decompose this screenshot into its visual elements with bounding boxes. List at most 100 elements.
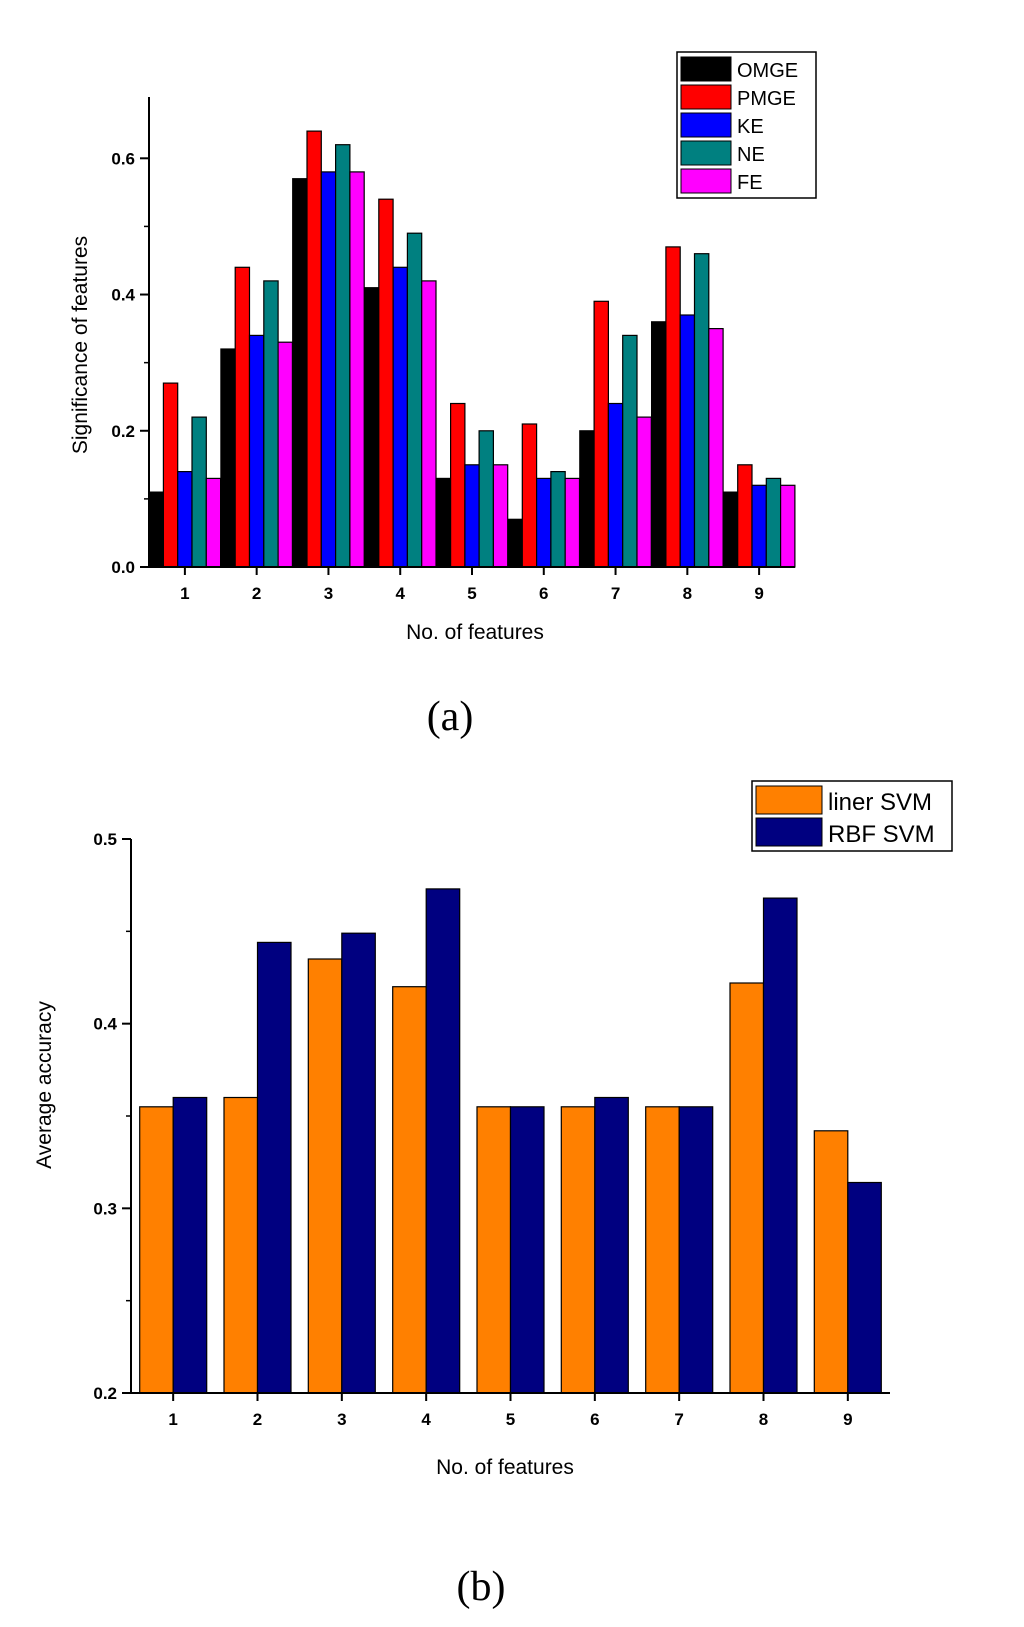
- bar-ne-4: [406, 232, 423, 568]
- bar-ne-1: [191, 416, 207, 568]
- bar-pmge-6: [521, 423, 538, 568]
- chart-b-axes: 0.2 0.3 0.4 0.5 1 2 3 4 5 6 7 8 9: [93, 830, 890, 1429]
- bar-fe-9: [779, 484, 796, 568]
- bar-fe-3: [349, 171, 365, 568]
- legend-label: RBF SVM: [828, 821, 935, 848]
- x-tick-label: 9: [754, 584, 763, 603]
- legend-swatch-ke: [680, 112, 732, 138]
- x-tick-label: 5: [467, 584, 476, 603]
- chart-b-y-axis-title: Average accuracy: [33, 1001, 56, 1169]
- bar-liner-svm-7: [645, 1106, 680, 1394]
- legend-label: KE: [737, 116, 764, 138]
- bar-ke-9: [751, 484, 767, 568]
- y-tick-label: 0.4: [93, 1015, 117, 1034]
- bar-ne-3: [335, 144, 351, 568]
- bar-ne-7: [622, 334, 638, 568]
- bar-ke-4: [392, 266, 409, 568]
- bar-rbf-svm-2: [256, 941, 292, 1394]
- x-tick-label: 7: [611, 584, 620, 603]
- x-tick-label: 2: [253, 1410, 262, 1429]
- bar-rbf-svm-4: [425, 888, 461, 1394]
- bar-fe-2: [277, 341, 294, 568]
- bar-rbf-svm-9: [847, 1181, 882, 1394]
- legend-label: PMGE: [737, 88, 796, 110]
- bar-pmge-3: [306, 130, 322, 568]
- bar-liner-svm-5: [476, 1106, 512, 1394]
- y-tick-label: 0.4: [111, 286, 135, 305]
- x-tick-label: 8: [759, 1410, 768, 1429]
- bar-ne-6: [550, 471, 566, 568]
- legend-swatch-fe: [680, 168, 732, 194]
- chart-a-bars: [148, 130, 796, 568]
- bar-ke-5: [464, 464, 480, 568]
- bar-ke-8: [679, 314, 696, 568]
- bar-ne-5: [478, 430, 495, 568]
- bar-liner-svm-6: [560, 1106, 596, 1394]
- x-tick-label: 7: [674, 1410, 683, 1429]
- bar-rbf-svm-6: [594, 1096, 629, 1394]
- bar-rbf-svm-5: [509, 1106, 545, 1394]
- chart-b-legend: liner SVM RBF SVM: [751, 780, 953, 852]
- chart-b-bars: [139, 888, 882, 1394]
- bar-ke-7: [607, 402, 624, 568]
- chart-a-x-axis-title: No. of features: [406, 621, 544, 644]
- bar-pmge-1: [162, 382, 179, 568]
- legend-swatch-rbf-svm: [755, 817, 823, 847]
- y-tick-label: 0.3: [93, 1199, 117, 1218]
- x-tick-label: 5: [506, 1410, 515, 1429]
- bar-pmge-5: [450, 402, 466, 568]
- legend-swatch-liner-svm: [755, 785, 823, 815]
- bar-ne-8: [693, 253, 710, 568]
- legend-label: OMGE: [737, 60, 798, 82]
- bar-fe-6: [564, 477, 581, 568]
- bar-rbf-svm-7: [678, 1106, 714, 1394]
- bar-fe-1: [205, 477, 222, 568]
- bar-pmge-2: [234, 266, 251, 568]
- chart-a-caption: (a): [427, 694, 474, 740]
- bar-rbf-svm-3: [341, 932, 376, 1394]
- bar-omge-5: [435, 477, 452, 568]
- x-tick-label: 8: [683, 584, 692, 603]
- bar-liner-svm-1: [139, 1106, 174, 1394]
- legend-swatch-ne: [680, 140, 732, 166]
- bar-fe-4: [421, 280, 437, 568]
- chart-b-x-axis-title: No. of features: [436, 1456, 574, 1479]
- bar-fe-5: [492, 464, 509, 568]
- chart-a-y-axis-title: Significance of features: [69, 236, 92, 454]
- bar-omge-6: [507, 518, 523, 568]
- bar-ne-9: [765, 477, 782, 568]
- bar-omge-9: [722, 491, 739, 568]
- bar-ke-6: [535, 477, 552, 568]
- x-tick-label: 6: [539, 584, 548, 603]
- bar-rbf-svm-8: [762, 897, 798, 1394]
- legend-swatch-pmge: [680, 84, 732, 110]
- bar-liner-svm-2: [223, 1096, 259, 1394]
- bar-pmge-7: [593, 300, 609, 568]
- bar-ke-2: [248, 334, 265, 568]
- x-tick-label: 4: [421, 1410, 431, 1429]
- bar-omge-2: [220, 348, 236, 568]
- y-tick-label: 0.6: [111, 149, 135, 168]
- bar-pmge-4: [378, 198, 394, 568]
- bar-omge-1: [148, 491, 165, 568]
- bar-liner-svm-8: [729, 982, 765, 1394]
- bar-fe-8: [708, 328, 724, 568]
- bar-ne-2: [263, 280, 279, 568]
- x-tick-label: 3: [337, 1410, 346, 1429]
- chart-a-legend: OMGE PMGE KE NE FE: [676, 51, 817, 199]
- bar-liner-svm-3: [307, 958, 343, 1394]
- bar-pmge-8: [665, 246, 681, 568]
- x-tick-label: 3: [324, 584, 333, 603]
- legend-label: liner SVM: [828, 789, 932, 816]
- bar-liner-svm-9: [813, 1130, 849, 1394]
- x-tick-label: 2: [252, 584, 261, 603]
- legend-label: NE: [737, 144, 765, 166]
- bar-omge-3: [292, 178, 308, 568]
- bar-omge-8: [650, 321, 667, 568]
- bar-omge-4: [363, 287, 380, 568]
- x-tick-label: 1: [168, 1410, 177, 1429]
- bar-liner-svm-4: [392, 986, 427, 1394]
- x-tick-label: 6: [590, 1410, 599, 1429]
- bar-pmge-9: [737, 464, 753, 568]
